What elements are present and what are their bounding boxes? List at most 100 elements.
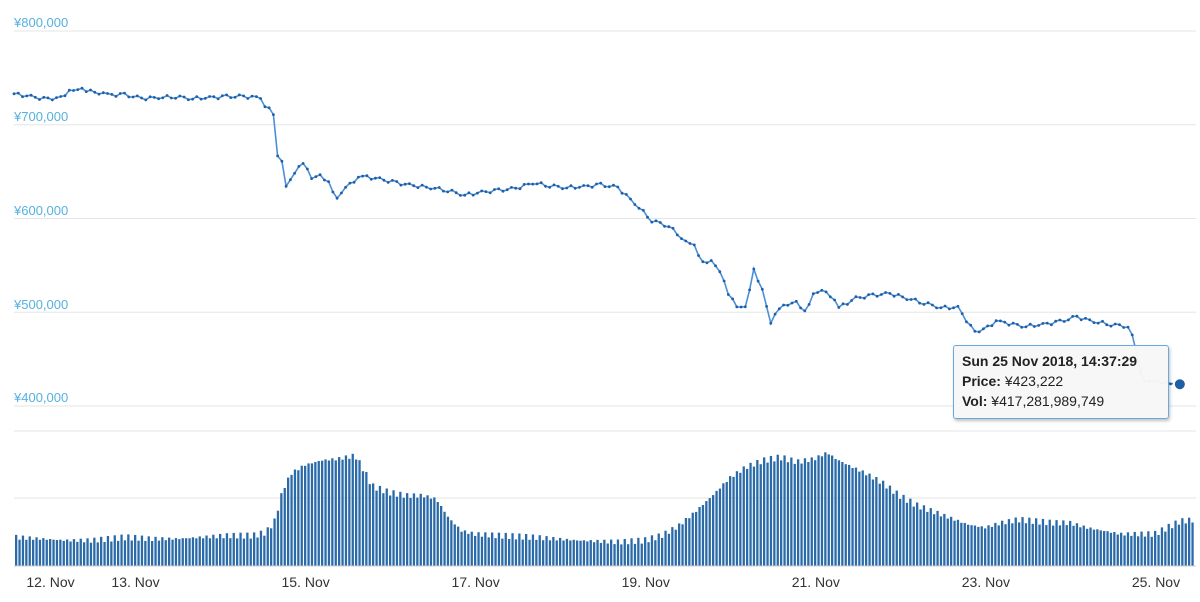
price-point — [701, 260, 705, 264]
volume-bar — [304, 465, 307, 566]
volume-bar — [695, 511, 698, 566]
volume-bar — [542, 540, 545, 566]
tooltip-price-row: Price: ¥423,222 — [962, 371, 1160, 391]
price-point — [803, 309, 807, 313]
price-point — [756, 279, 760, 283]
price-point — [123, 91, 126, 95]
price-point — [216, 97, 220, 101]
volume-bar — [1096, 529, 1099, 566]
volume-bar — [1045, 525, 1048, 566]
volume-bar — [1140, 531, 1143, 566]
volume-bar — [256, 537, 259, 566]
volume-bar — [657, 533, 660, 566]
price-point — [922, 303, 926, 306]
volume-bar — [100, 536, 103, 566]
y-axis-labels: ¥800,000 ¥700,000 ¥600,000 ¥500,000 ¥400… — [13, 15, 68, 405]
volume-bar — [698, 507, 701, 566]
volume-bar — [892, 493, 895, 566]
volume-bar — [548, 540, 552, 566]
volume-bar — [161, 537, 164, 566]
volume-bar — [25, 539, 28, 566]
volume-bar — [654, 540, 657, 566]
volume-bar — [1157, 535, 1160, 566]
price-point — [1020, 325, 1024, 329]
volume-bar — [535, 539, 538, 566]
price-point — [854, 295, 858, 299]
volume-bar — [936, 510, 939, 566]
volume-bar — [232, 532, 235, 566]
volume-bar — [678, 523, 681, 566]
volume-bar — [280, 493, 283, 566]
tooltip-vol-row: Vol: ¥417,281,989,749 — [962, 391, 1160, 411]
price-point — [250, 94, 254, 98]
volume-bar — [603, 539, 606, 566]
price-point — [203, 97, 207, 100]
volume-bar — [1021, 517, 1024, 566]
volume-bar — [593, 542, 596, 566]
volume-bar — [290, 474, 293, 566]
volume-bar — [674, 529, 677, 566]
volume-bar — [627, 544, 630, 566]
volume-bar — [824, 452, 827, 566]
volume-bar — [858, 471, 861, 566]
volume-bar — [1120, 532, 1123, 566]
volume-bar — [266, 527, 269, 566]
volume-bar — [525, 534, 528, 566]
hover-marker[interactable] — [1172, 377, 1187, 392]
volume-bar — [1109, 532, 1113, 566]
price-point — [714, 264, 717, 268]
price-point — [348, 181, 352, 185]
price-point — [595, 182, 598, 186]
x-tick-label: 19. Nov — [622, 574, 670, 590]
volume-bar — [406, 493, 409, 566]
price-point — [25, 94, 29, 98]
volume-bar — [759, 464, 762, 566]
price-point — [846, 303, 849, 306]
price-point — [454, 191, 458, 195]
price-point — [395, 180, 399, 183]
volume-bar — [725, 482, 728, 566]
volume-bar — [239, 532, 242, 566]
volume-bar — [151, 541, 154, 566]
volume-bar — [123, 540, 127, 566]
price-point — [697, 254, 700, 257]
price-point — [616, 185, 620, 189]
price-point — [539, 181, 543, 185]
volume-bar — [732, 476, 735, 566]
price-point — [969, 323, 973, 327]
price-point — [680, 237, 683, 241]
price-point — [918, 301, 921, 305]
volume-bar — [310, 463, 314, 566]
y-tick-label: ¥500,000 — [13, 297, 68, 312]
price-point — [841, 302, 845, 306]
volume-bar — [994, 522, 997, 566]
volume-bar — [630, 538, 633, 566]
y-tick-label: ¥800,000 — [13, 15, 68, 30]
price-point — [510, 186, 513, 189]
price-point — [331, 190, 335, 194]
price-point — [948, 307, 951, 311]
price-point — [1169, 382, 1172, 386]
price-point — [106, 92, 109, 95]
price-point — [816, 291, 819, 294]
price-point — [960, 312, 964, 315]
price-point — [518, 187, 522, 191]
price-point — [157, 97, 161, 101]
volume-bar — [392, 490, 395, 566]
volume-bar — [803, 458, 807, 566]
price-point — [38, 98, 41, 101]
volume-bar — [181, 538, 184, 566]
price-point — [565, 186, 569, 190]
volume-bar — [776, 454, 779, 566]
volume-bar — [1164, 531, 1167, 566]
price-point — [722, 279, 726, 283]
volume-bar — [178, 539, 181, 566]
volume-bar — [701, 505, 705, 566]
price-point — [731, 297, 734, 301]
volume-bar — [633, 543, 637, 566]
volume-bar — [1011, 523, 1014, 566]
price-point — [378, 176, 382, 180]
price-point — [752, 267, 756, 271]
price-point — [561, 187, 564, 191]
price-point — [93, 90, 97, 94]
